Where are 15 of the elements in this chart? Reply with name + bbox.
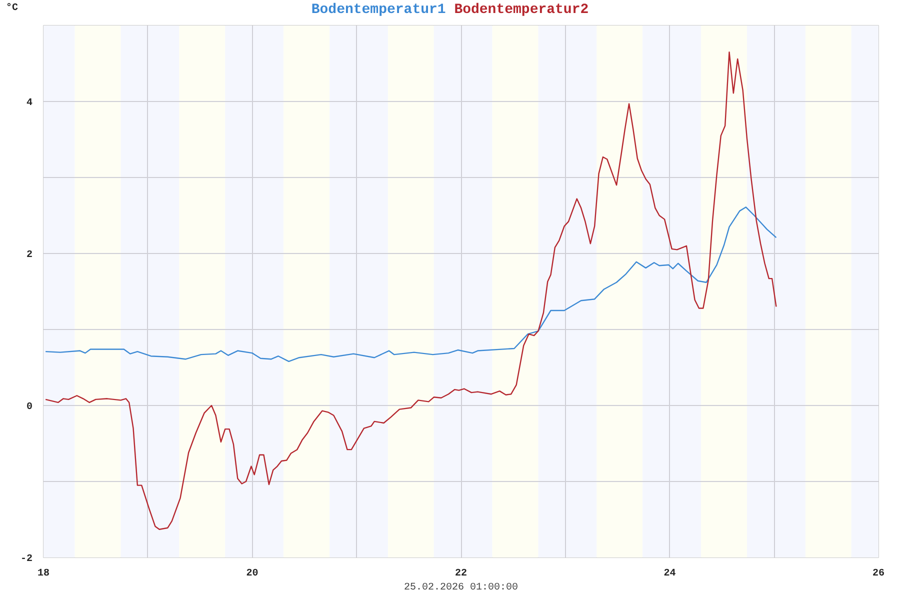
line-series — [44, 52, 777, 530]
y-tick-label: 4 — [26, 98, 33, 109]
y-tick-label: 2 — [26, 250, 33, 261]
x-tick-label: 20 — [246, 568, 258, 580]
x-tick-label: 26 — [872, 568, 885, 580]
text: Bodentemperatur1 — [311, 2, 446, 18]
y-axis-title: °C — [6, 2, 18, 16]
x-tick-label: 18 — [38, 568, 50, 580]
x-tick-label: 22 — [455, 568, 468, 580]
text: Bodentemperatur2 — [454, 2, 589, 18]
y-tick-label: 0 — [26, 402, 33, 413]
x-axis-title: 25.02.2026 01:00:00 — [404, 582, 518, 594]
y-tick-label: -2 — [20, 554, 33, 565]
line-series — [44, 206, 777, 362]
x-tick-label: 24 — [664, 568, 676, 580]
